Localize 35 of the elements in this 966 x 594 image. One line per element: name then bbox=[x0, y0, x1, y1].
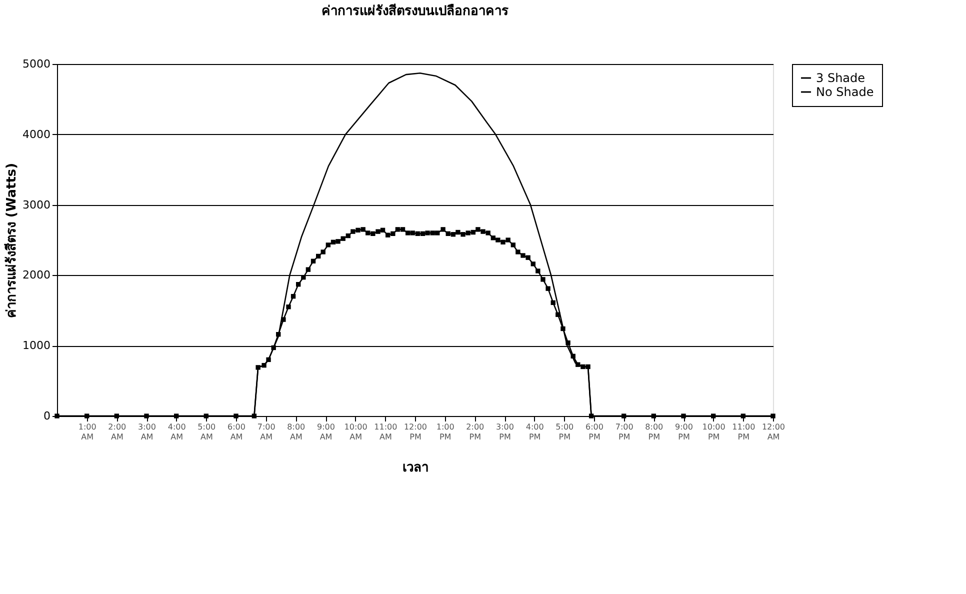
x-tick-label: 4:00 PM bbox=[526, 422, 544, 442]
x-tick-label: 12:00 PM bbox=[404, 422, 428, 442]
x-tick-label: 11:00 AM bbox=[374, 422, 398, 442]
x-tick-label: 6:00 PM bbox=[586, 422, 604, 442]
y-axis-title: ค่าการแผ่รังสีตรง (Watts) bbox=[4, 162, 20, 318]
x-tick-label: 9:00 AM bbox=[317, 422, 335, 442]
x-tick-label: 5:00 AM bbox=[198, 422, 216, 442]
y-tick-label: 5000 bbox=[22, 58, 50, 70]
y-tick-label: 2000 bbox=[22, 268, 50, 282]
x-tick-label: 5:00 PM bbox=[556, 422, 574, 442]
x-tick-label: 10:00 AM bbox=[344, 422, 368, 442]
y-tick-label: 1000 bbox=[22, 339, 50, 352]
x-tick-label: 4:00 AM bbox=[168, 422, 186, 442]
chart-title: ค่าการแผ่รังสีตรงบนเปลือกอาคาร bbox=[322, 3, 508, 19]
x-tick-label: 6:00 AM bbox=[228, 422, 246, 442]
x-tick-label: 3:00 PM bbox=[496, 422, 514, 442]
x-tick-label: 1:00 AM bbox=[78, 422, 96, 442]
y-tick-label: 3000 bbox=[22, 198, 50, 212]
x-tick-label: 3:00 AM bbox=[138, 422, 156, 442]
legend-label: 3 Shade bbox=[816, 71, 866, 85]
x-tick-label: 8:00 PM bbox=[645, 422, 664, 442]
x-tick-label: 11:00 PM bbox=[732, 422, 756, 442]
legend-label: No Shade bbox=[816, 85, 874, 99]
x-axis-title: เวลา bbox=[402, 460, 428, 476]
x-tick-label: 8:00 AM bbox=[287, 422, 306, 442]
x-tick-label: 7:00 AM bbox=[257, 422, 276, 442]
x-tick-label: 1:00 PM bbox=[436, 422, 454, 442]
x-tick-label: 7:00 PM bbox=[615, 422, 634, 442]
y-tick-label: 0 bbox=[44, 410, 50, 422]
x-tick-label: 12:00 AM bbox=[762, 422, 786, 442]
y-tick-label: 4000 bbox=[22, 128, 50, 141]
x-tick-label: 2:00 AM bbox=[108, 422, 126, 442]
x-tick-label: 9:00 PM bbox=[675, 422, 693, 442]
x-tick-label: 10:00 PM bbox=[702, 422, 726, 442]
x-tick-label: 2:00 PM bbox=[466, 422, 484, 442]
